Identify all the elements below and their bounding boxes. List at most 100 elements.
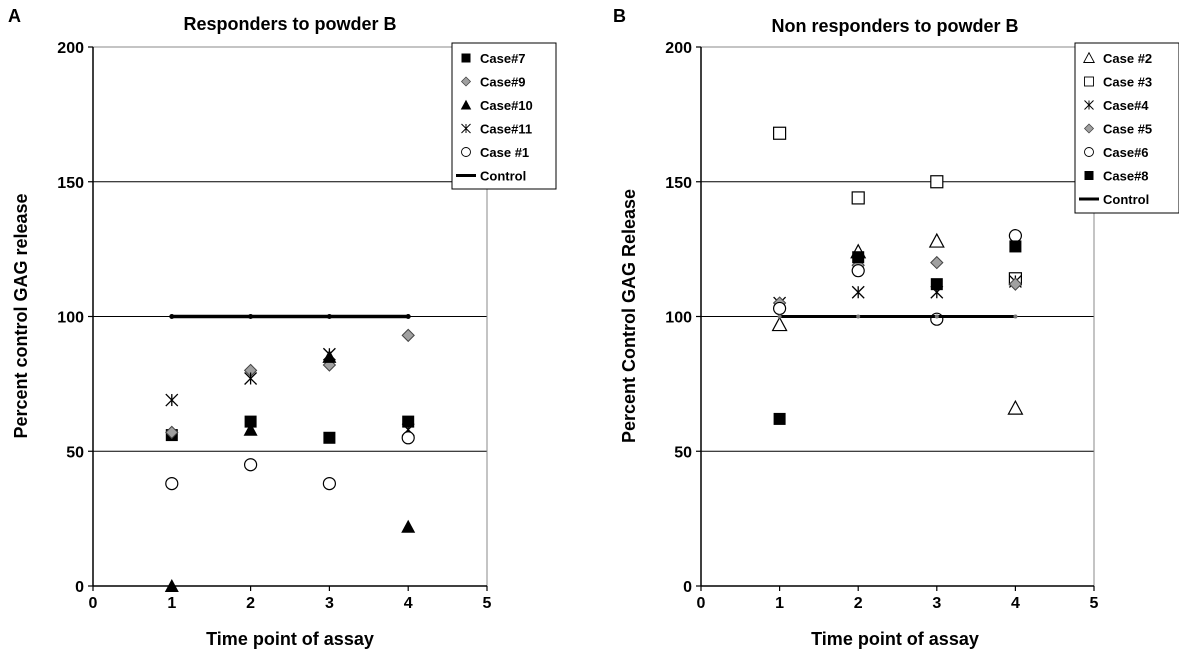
panel-b-legend-item-case-8: Case#8 [1084,169,1149,184]
panel-b-case-5-point [930,255,944,270]
panel-a-legend-marker-case-7 [461,53,471,63]
panel-a-y-tick-label-150: 150 [57,175,84,192]
panel-b-legend-label-case-4: Case#4 [1103,98,1149,113]
panel-b-control-point [1013,314,1018,319]
panel-a-x-tick-label-4: 4 [404,595,413,612]
panel-a-legend-item-case-10: Case#10 [460,98,533,113]
panel-b: B Non responders to powder B Time point … [613,6,1179,649]
panel-b-series-case-5 [772,255,1023,310]
panel-b-gridlines [701,46,1094,452]
panel-b-legend-label-case-3: Case #3 [1103,75,1152,90]
panel-a-legend-label-case-7: Case#7 [480,51,526,66]
panel-b-case-8-point [773,412,786,425]
panel-b-legend-label-case-6: Case#6 [1103,145,1149,160]
panel-a-legend-item-control: Control [456,169,526,184]
panel-b-legend-label-control: Control [1103,192,1149,207]
panel-a-x-tick-label-2: 2 [246,595,255,612]
panel-b-legend-marker-case-5 [1083,123,1095,134]
panel-b-y-tick-label-150: 150 [665,175,692,192]
panel-b-legend-label-case-2: Case #2 [1103,51,1152,66]
panel-a-y-axis-label: Percent control GAG release [11,193,31,438]
panel-a-legend-label-control: Control [480,169,526,184]
panel-b-x-axis-label: Time point of assay [811,629,979,649]
panel-b-case-3-point [851,191,865,205]
panel-b-control-point [777,314,782,319]
panel-b-series-case-2 [771,232,1024,415]
panel-a-series-case-9 [165,328,415,440]
panel-a-legend-item-case-9: Case#9 [460,75,526,90]
panel-b-control-point [856,314,861,319]
panel-a-case-9-point [401,328,415,343]
panel-a-legend-item-case-1: Case #1 [461,145,529,160]
panel-a-x-tick-label-3: 3 [325,595,334,612]
panel-a-legend-label-case-11: Case#11 [480,122,532,137]
panel-b-case-3-point [772,126,787,140]
panel-b-case-2-point [1007,399,1024,415]
panel-b-legend-label-case-5: Case #5 [1103,122,1152,137]
panel-a-legend-label-case-10: Case#10 [480,98,533,113]
panel-b-legend: Case #2 Case #3 Case#4 Case #5 Case#6 Case#8 C… [1074,42,1179,214]
panel-b-legend-item-case-5: Case #5 [1083,122,1152,137]
panel-a: A Responders to powder B Time point of a… [8,6,557,649]
panel-a-case-7-point [323,431,336,444]
panel-a-series-case-7 [165,415,415,444]
panel-a-series-case-1 [165,431,415,491]
panel-a-legend-item-case-7: Case#7 [461,51,526,66]
panel-a-x-ticks: 0 1 2 3 4 5 [89,586,492,612]
panel-a-case-1-point [401,431,415,445]
panel-b-legend-marker-case-8 [1084,171,1094,180]
panel-a-case-9-point [165,425,179,440]
panel-b-legend-marker-case-3 [1084,76,1094,87]
panel-a-case-10-point [401,519,416,533]
panel-b-y-ticks: 0 50 100 150 200 [665,40,701,596]
panel-a-y-tick-label-0: 0 [75,579,84,596]
panel-b-case-2-point [771,316,788,332]
panel-b-legend-item-case-4: Case#4 [1084,98,1149,113]
panel-b-legend-marker-case-4 [1084,100,1094,110]
panel-a-title: Responders to powder B [183,14,396,34]
panel-b-case-8-point [852,251,865,264]
panel-a-control-point [326,314,332,319]
panel-a-y-tick-label-100: 100 [57,310,84,327]
panel-a-case-7-point [244,415,257,428]
panel-a-control-point [405,314,411,319]
panel-b-legend-item-control: Control [1079,192,1149,207]
panel-b-legend-item-case-3: Case #3 [1084,75,1152,90]
panel-b-y-axis-label: Percent Control GAG Release [619,189,639,443]
panel-b-legend-marker-case-2 [1082,51,1096,63]
panel-a-data-marks [164,314,416,592]
panel-b-series-case-8 [773,240,1022,425]
panel-b-legend-marker-case-6 [1084,147,1094,157]
panel-a-series-case-10 [164,349,416,592]
panel-a-legend-box [451,42,557,190]
panel-b-legend-item-case-6: Case#6 [1084,145,1149,160]
panel-b-case-3-point [930,175,944,189]
panel-b-x-tick-label-4: 4 [1011,595,1020,612]
panel-b-legend-label-case-8: Case#8 [1103,169,1149,184]
panel-b-letter: B [613,6,626,26]
panel-b-case-6-point [772,301,787,316]
panel-b-series-case-4 [773,275,1022,310]
panel-a-case-11-point [165,393,179,407]
panel-a-legend-marker-case-10 [460,99,472,110]
panel-a-case-10-point [243,422,258,436]
panel-b-title: Non responders to powder B [771,16,1018,36]
panel-b-case-8-point [1009,240,1022,253]
panel-a-case-1-point [322,476,336,491]
panel-b-case-8-point [930,278,943,291]
panel-a-legend-label-case-1: Case #1 [480,145,529,160]
panel-b-data-marks [771,126,1024,425]
panel-a-x-tick-label-1: 1 [167,595,176,612]
panel-b-x-tick-label-1: 1 [775,595,784,612]
panel-b-case-6-point [1008,229,1023,243]
panel-a-legend-marker-case-9 [460,76,472,87]
panel-a-series-control [169,314,411,319]
panel-a-y-tick-label-50: 50 [66,444,84,461]
panel-a-gridlines [93,46,487,452]
panel-b-series-case-3 [772,126,1023,286]
panel-a-x-tick-label-0: 0 [89,595,98,612]
panel-b-y-tick-label-0: 0 [683,579,692,596]
panel-a-y-tick-label-200: 200 [57,40,84,57]
panel-b-y-tick-label-100: 100 [665,310,692,327]
